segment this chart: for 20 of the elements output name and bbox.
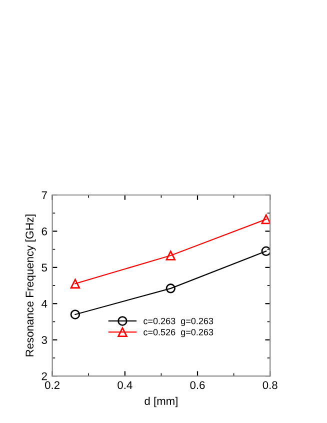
x-tick-label: 0.8 [262,381,278,390]
y-tick-label: 2 [42,372,47,380]
point [261,214,270,224]
point [166,284,176,294]
legend-label: c=0.526 g=0.263 [144,328,214,338]
y-tick-label: 4 [42,300,48,308]
y-tick-label: 5 [42,264,47,272]
y-axis-title: Resonance Frequency [GHz] [25,214,36,356]
x-axis-title: d [mm] [144,396,178,408]
y-tick-label: 6 [42,227,47,236]
legend-label: c=0.263 g=0.263 [144,318,214,326]
y-tick-label: 7 [42,191,47,200]
point [70,310,80,320]
y-tick-label: 3 [42,336,47,344]
point [166,250,176,260]
point [261,246,270,256]
x-tick-label: 0.2 [45,381,60,390]
x-tick-label: 0.6 [190,381,205,390]
x-tick-label: 0.4 [118,381,132,390]
point [70,278,80,289]
